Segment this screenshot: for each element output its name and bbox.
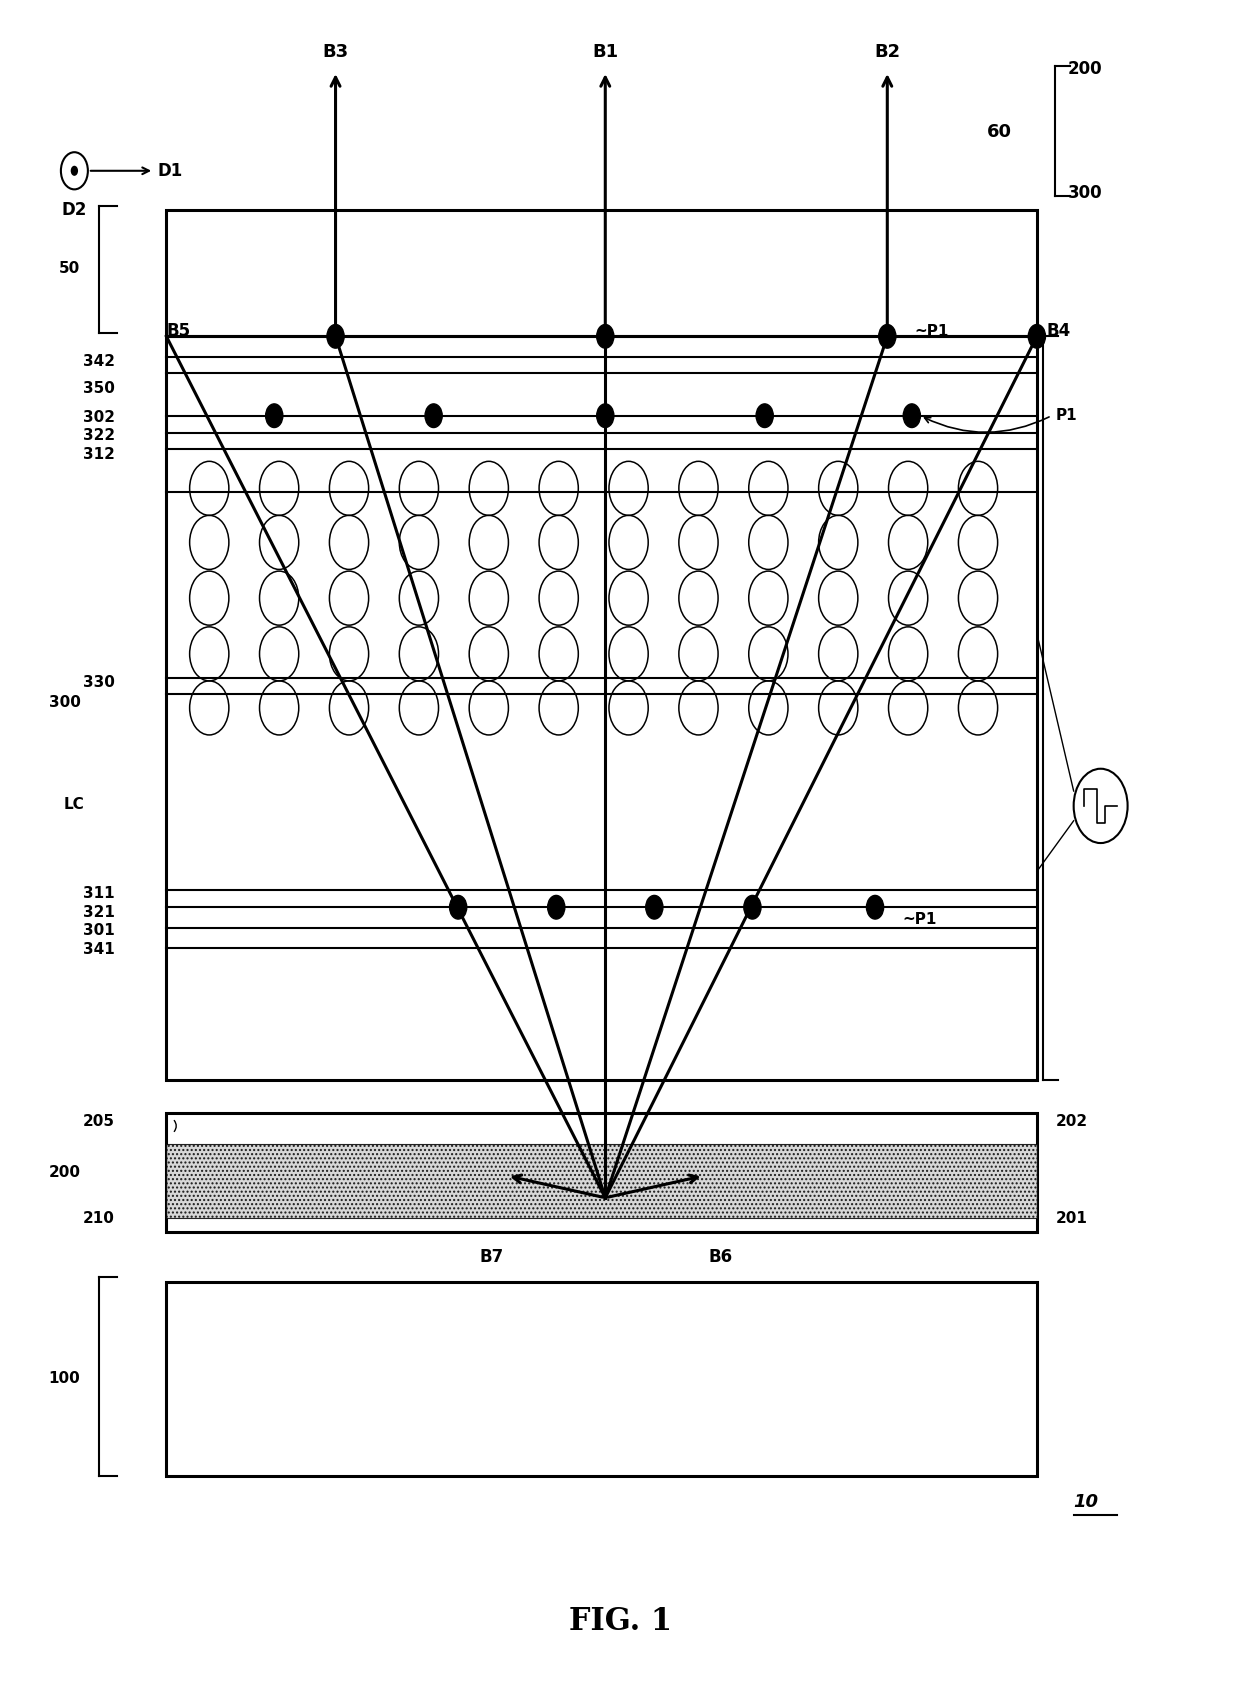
- Text: D2: D2: [62, 201, 87, 220]
- Circle shape: [596, 325, 614, 347]
- Text: 312: 312: [83, 448, 115, 462]
- Circle shape: [903, 404, 920, 427]
- Text: 200: 200: [48, 1165, 81, 1180]
- Circle shape: [548, 896, 565, 920]
- Text: 300: 300: [1068, 184, 1102, 201]
- Text: ~P1: ~P1: [901, 911, 936, 926]
- Bar: [166, 209, 1037, 335]
- Text: B6: B6: [708, 1248, 733, 1267]
- Text: 300: 300: [48, 695, 81, 710]
- Text: 100: 100: [48, 1371, 81, 1386]
- Text: B7: B7: [479, 1248, 503, 1267]
- Circle shape: [265, 404, 283, 427]
- Text: 350: 350: [83, 381, 115, 397]
- Circle shape: [879, 325, 895, 347]
- Text: 60: 60: [987, 123, 1012, 141]
- Text: 210: 210: [83, 1211, 115, 1226]
- Text: 50: 50: [60, 261, 81, 276]
- Bar: [166, 1282, 1037, 1477]
- Text: 342: 342: [83, 354, 115, 370]
- Text: B1: B1: [593, 43, 619, 61]
- Bar: [166, 335, 1037, 1080]
- Text: FIG. 1: FIG. 1: [568, 1606, 672, 1637]
- Text: 330: 330: [83, 674, 115, 690]
- Text: 205: 205: [83, 1114, 115, 1129]
- Text: 322: 322: [83, 429, 115, 443]
- Text: 202: 202: [1055, 1114, 1087, 1129]
- Circle shape: [596, 404, 614, 427]
- Bar: [166, 1144, 1037, 1218]
- Text: B4: B4: [1047, 322, 1071, 341]
- Circle shape: [646, 896, 663, 920]
- Text: 321: 321: [83, 904, 115, 920]
- Text: 301: 301: [83, 923, 115, 938]
- Circle shape: [327, 325, 345, 347]
- Circle shape: [71, 165, 78, 175]
- Text: B5: B5: [166, 322, 191, 341]
- Circle shape: [450, 896, 466, 920]
- Text: B3: B3: [322, 43, 348, 61]
- Text: 311: 311: [83, 886, 115, 901]
- Text: 10: 10: [1074, 1494, 1099, 1511]
- Text: ~P1: ~P1: [914, 324, 949, 339]
- Circle shape: [867, 896, 884, 920]
- Text: LC: LC: [63, 797, 84, 812]
- Circle shape: [744, 896, 761, 920]
- Circle shape: [756, 404, 774, 427]
- Text: 341: 341: [83, 942, 115, 957]
- Text: 302: 302: [83, 410, 115, 424]
- Text: B2: B2: [874, 43, 900, 61]
- Text: D1: D1: [157, 162, 184, 181]
- Text: 200: 200: [1068, 60, 1102, 78]
- Bar: [166, 1114, 1037, 1231]
- Circle shape: [425, 404, 443, 427]
- Text: P1: P1: [1055, 409, 1076, 424]
- Text: 201: 201: [1055, 1211, 1087, 1226]
- Circle shape: [1028, 325, 1045, 347]
